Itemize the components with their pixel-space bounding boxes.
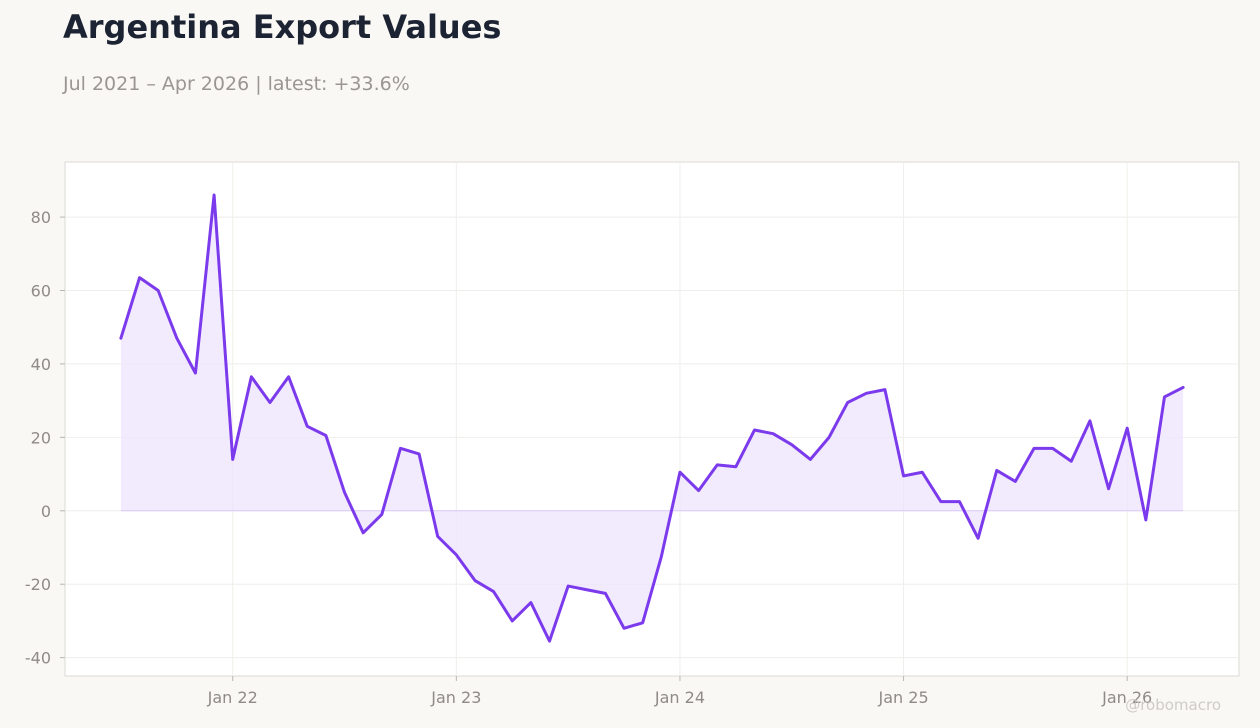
y-tick-label: 60 bbox=[31, 282, 51, 301]
y-tick-label: -20 bbox=[25, 575, 51, 594]
chart-title: Argentina Export Values bbox=[63, 8, 502, 46]
x-tick-label: Jan 22 bbox=[207, 688, 258, 707]
chart-subtitle: Jul 2021 – Apr 2026 | latest: +33.6% bbox=[63, 73, 410, 95]
x-tick-label: Jan 26 bbox=[1101, 688, 1152, 707]
x-tick-label: Jan 24 bbox=[654, 688, 705, 707]
y-tick-label: 80 bbox=[31, 208, 51, 227]
series-area-fill bbox=[120, 195, 1184, 642]
area-layer bbox=[119, 193, 1185, 643]
y-tick-label: -40 bbox=[25, 649, 51, 668]
series-line bbox=[119, 193, 1185, 643]
y-tick-label: 0 bbox=[41, 502, 51, 521]
x-tick-label: Jan 23 bbox=[430, 688, 481, 707]
watermark: @robomacro bbox=[1125, 696, 1221, 714]
y-tick-label: 40 bbox=[31, 355, 51, 374]
x-axis: Jan 22 Jan 23 Jan 24 Jan 25 Jan 26 bbox=[207, 676, 1152, 707]
y-tick-label: 20 bbox=[31, 428, 51, 447]
x-tick-label: Jan 25 bbox=[878, 688, 929, 707]
y-axis: -40 -20 0 20 40 60 80 bbox=[25, 208, 65, 668]
